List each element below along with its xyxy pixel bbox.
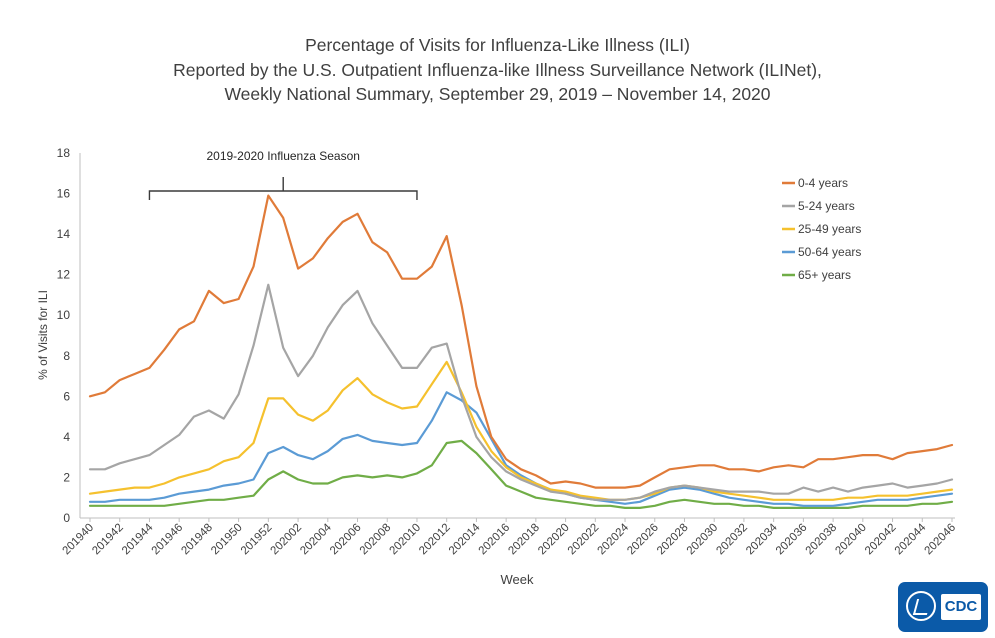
x-tick-label: 202036: [774, 522, 810, 558]
legend-label: 50-64 years: [798, 245, 861, 259]
legend-label: 5-24 years: [798, 199, 855, 213]
x-tick-label: 202014: [447, 521, 483, 557]
chart-title-line-3: Weekly National Summary, September 29, 2…: [224, 84, 771, 104]
cdc-logo-text: CDC: [941, 594, 981, 620]
x-tick-label: 202044: [893, 521, 929, 557]
legend-label: 0-4 years: [798, 176, 848, 190]
x-tick-label: 202018: [506, 522, 542, 558]
cdc-logo: CDC: [898, 582, 988, 632]
x-tick-label: 202008: [358, 522, 394, 558]
x-tick-label: 202030: [685, 522, 721, 558]
y-tick-label: 2: [63, 470, 70, 484]
x-tick-label: 202038: [804, 522, 840, 558]
x-tick-label: 202002: [269, 522, 305, 558]
season-bracket-line: [148, 177, 418, 200]
y-tick-label: 4: [63, 430, 70, 444]
season-bracket: 2019-2020 Influenza Season: [148, 149, 418, 200]
y-tick-label: 0: [63, 511, 70, 525]
x-tick-label: 201952: [239, 522, 275, 558]
x-tick-label: 202010: [387, 522, 423, 558]
y-axis-label: % of Visits for ILI: [36, 290, 50, 380]
x-tick-label: 202024: [596, 521, 632, 557]
season-annotation-label: 2019-2020 Influenza Season: [206, 149, 359, 163]
x-tick-label: 202016: [477, 522, 513, 558]
x-tick-label: 201944: [120, 521, 156, 557]
x-tick-label: 201950: [209, 522, 245, 558]
y-tick-label: 8: [63, 349, 70, 363]
series-line-65-years: [88, 439, 954, 509]
x-tick-label: 201948: [179, 522, 215, 558]
y-tick-label: 6: [63, 389, 70, 403]
legend-label: 25-49 years: [798, 222, 861, 236]
x-tick-label: 202032: [714, 522, 750, 558]
x-tick-label: 202006: [328, 522, 364, 558]
hhs-seal-icon: [906, 591, 936, 621]
chart-title-line-2: Reported by the U.S. Outpatient Influenz…: [173, 60, 822, 80]
x-axis-ticks: 2019402019422019442019462019482019502019…: [61, 518, 959, 558]
x-tick-label: 202028: [655, 522, 691, 558]
x-tick-label: 202012: [417, 522, 453, 558]
y-tick-label: 18: [57, 146, 71, 160]
x-tick-label: 201940: [61, 522, 97, 558]
x-tick-label: 202022: [566, 522, 602, 558]
legend-label: 65+ years: [798, 268, 851, 282]
legend: 0-4 years 5-24 years 25-49 years 50-64 year…: [782, 176, 861, 282]
series-line-5-24-years: [88, 283, 954, 501]
x-tick-label: 202046: [923, 522, 959, 558]
x-tick-label: 202020: [536, 522, 572, 558]
series-line-25-49-years: [88, 360, 954, 501]
x-tick-label: 201942: [90, 522, 126, 558]
series-line-50-64-years: [88, 391, 954, 507]
series-line-0-4-years: [88, 194, 954, 489]
y-tick-label: 14: [57, 227, 71, 241]
x-axis-label: Week: [501, 572, 534, 587]
y-tick-label: 16: [57, 187, 71, 201]
series-lines: [88, 194, 954, 509]
y-axis-ticks: 0 2 4 6 8 10 12 14 16 18: [57, 146, 71, 525]
y-tick-label: 10: [57, 308, 71, 322]
chart-title-line-1: Percentage of Visits for Influenza-Like …: [305, 35, 690, 55]
x-tick-label: 202042: [863, 522, 899, 558]
x-tick-label: 202040: [833, 522, 869, 558]
y-tick-label: 12: [57, 268, 71, 282]
x-tick-label: 202034: [744, 521, 780, 557]
x-tick-label: 202004: [298, 521, 334, 557]
x-tick-label: 201946: [150, 522, 186, 558]
x-tick-label: 202026: [625, 522, 661, 558]
